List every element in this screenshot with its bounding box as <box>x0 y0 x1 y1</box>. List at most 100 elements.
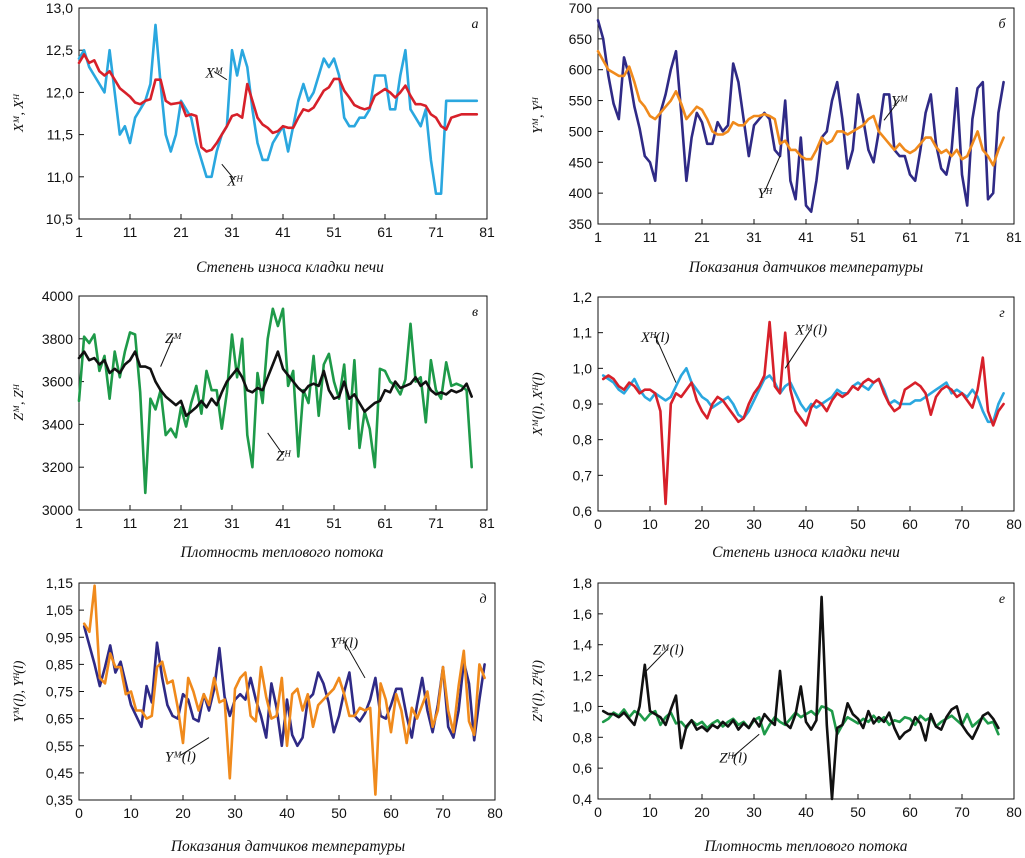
annotation-leader <box>883 99 900 121</box>
y-tick-label: 3000 <box>42 502 73 518</box>
x-tick-label: 50 <box>850 804 866 820</box>
y-tick-label: 0,4 <box>573 791 593 807</box>
series-annotation: Xᴴ(l) <box>640 330 670 346</box>
y-tick-label: 0,35 <box>46 792 73 808</box>
x-tick-label: 61 <box>377 224 393 240</box>
y-tick-label: 1,1 <box>573 325 593 341</box>
y-axis-label: Xᴹ(l), Xᴴ(l) <box>531 372 546 437</box>
y-tick-label: 0,85 <box>46 656 73 672</box>
panel-3: 0 10 20 30 40 50 60 70 80 0,6 0,7 0,8 0,9 1,0 1,1 1,2 Xᴴ… <box>531 289 1022 561</box>
x-tick-label: 61 <box>902 229 918 245</box>
y-tick-label: 11,5 <box>47 127 73 143</box>
series-annotation: Yᴴ(l) <box>330 635 358 651</box>
x-axis-label: Показания датчиков температуры <box>688 259 923 276</box>
series-line-1 <box>596 49 1005 167</box>
annotation-leader <box>654 335 677 383</box>
series-annotation: Xᴹ(l) <box>794 323 827 339</box>
x-tick-label: 20 <box>175 805 191 821</box>
y-tick-label: 0,6 <box>573 503 593 519</box>
series-line-1 <box>77 53 479 153</box>
series-line-0 <box>601 366 1005 424</box>
x-tick-label: 41 <box>275 515 291 531</box>
x-tick-label: 1 <box>75 515 83 531</box>
x-tick-label: 11 <box>643 229 658 245</box>
y-tick-label: 1,15 <box>46 575 73 591</box>
y-tick-label: 0,45 <box>46 765 73 781</box>
x-tick-label: 30 <box>227 805 243 821</box>
series-line-1 <box>82 584 486 796</box>
x-tick-label: 51 <box>326 224 342 240</box>
y-axis-label: Zᴹ, Zᴴ <box>12 383 27 421</box>
series-annotation: Zᴹ <box>165 331 182 347</box>
y-tick-label: 0,95 <box>46 629 73 645</box>
y-tick-label: 1,05 <box>46 602 73 618</box>
x-tick-label: 41 <box>798 229 814 245</box>
panel-label: г <box>999 306 1005 321</box>
y-tick-label: 1,2 <box>573 668 593 684</box>
y-axis-label: Yᴹ(l), Yᴴ(l) <box>12 660 27 722</box>
x-tick-label: 1 <box>75 224 83 240</box>
annotation-leader <box>221 163 235 180</box>
y-tick-label: 3200 <box>42 459 73 475</box>
x-tick-label: 81 <box>479 515 495 531</box>
series-annotation: Yᴹ <box>891 94 908 110</box>
y-tick-label: 0,8 <box>573 729 593 745</box>
x-tick-label: 31 <box>224 224 240 240</box>
x-tick-label: 60 <box>902 804 918 820</box>
x-tick-label: 31 <box>746 229 762 245</box>
x-tick-label: 51 <box>850 229 866 245</box>
y-tick-label: 0,6 <box>573 760 593 776</box>
panel-2: 1 11 21 31 41 51 61 71 8130003200340036003800400… <box>12 288 495 561</box>
x-tick-label: 50 <box>331 805 347 821</box>
x-tick-label: 0 <box>75 805 83 821</box>
x-tick-label: 70 <box>435 805 451 821</box>
y-tick-label: 0,7 <box>573 467 593 483</box>
x-tick-label: 41 <box>275 224 291 240</box>
x-tick-label: 81 <box>479 224 495 240</box>
y-tick-label: 1,4 <box>573 637 593 653</box>
panel-label: д <box>479 592 486 607</box>
y-axis-label: Xᴹ, Xᴴ <box>12 93 27 133</box>
x-tick-label: 70 <box>954 516 970 532</box>
series-annotation: Yᴴ <box>758 186 773 202</box>
x-axis-label: Показания датчиков температуры <box>170 838 405 855</box>
y-tick-label: 0,55 <box>46 738 73 754</box>
y-tick-label: 1,0 <box>573 698 593 714</box>
panel-4: 0 10 20 30 40 50 60 70 80 0,35 0,45 0,55 0,65 0,75 0,8… <box>12 575 503 855</box>
x-tick-label: 40 <box>798 516 814 532</box>
y-tick-label: 650 <box>569 31 593 47</box>
y-tick-label: 4000 <box>42 288 73 304</box>
x-tick-label: 11 <box>123 515 138 531</box>
x-tick-label: 80 <box>1006 804 1022 820</box>
x-tick-label: 70 <box>954 804 970 820</box>
y-tick-label: 0,65 <box>46 711 73 727</box>
series-line-0 <box>77 23 479 195</box>
y-tick-label: 1,8 <box>573 575 593 591</box>
series-line-0 <box>77 307 474 495</box>
x-tick-label: 10 <box>642 516 658 532</box>
annotation-leader <box>644 648 669 673</box>
x-tick-label: 40 <box>798 804 814 820</box>
plot-frame <box>597 582 1015 800</box>
x-tick-label: 40 <box>279 805 295 821</box>
x-axis-label: Степень износа кладки печи <box>196 259 384 276</box>
x-axis-label: Плотность теплового потока <box>703 838 907 855</box>
x-tick-label: 60 <box>902 516 918 532</box>
y-tick-label: 700 <box>569 0 593 16</box>
series-line-1 <box>601 320 1005 506</box>
annotation-leader <box>267 432 284 455</box>
panel-label: в <box>472 305 478 320</box>
x-tick-label: 21 <box>173 515 189 531</box>
x-tick-label: 21 <box>173 224 189 240</box>
y-tick-label: 3600 <box>42 374 73 390</box>
annotation-leader <box>180 737 210 756</box>
annotation-leader <box>732 733 760 757</box>
y-tick-label: 1,0 <box>573 360 593 376</box>
x-tick-label: 0 <box>594 516 602 532</box>
y-tick-label: 1,6 <box>573 606 593 622</box>
annotation-leader <box>763 155 781 193</box>
x-tick-label: 20 <box>694 516 710 532</box>
x-axis-label: Плотность теплового потока <box>179 544 383 561</box>
x-tick-label: 20 <box>694 804 710 820</box>
